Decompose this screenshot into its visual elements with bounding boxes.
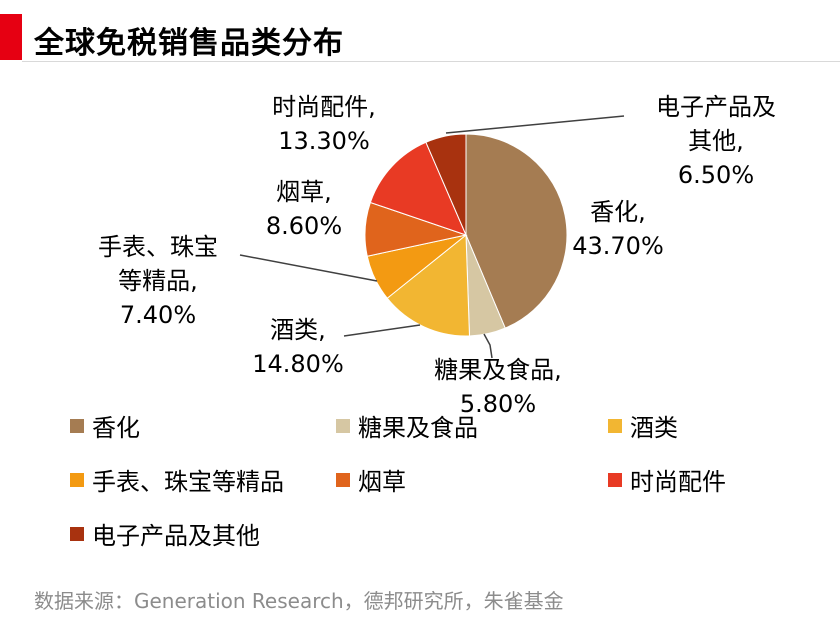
legend-label: 电子产品及其他 [92, 522, 260, 550]
pie-slice-6 [369, 141, 467, 236]
leader-line-2 [483, 333, 493, 359]
legend-item-watches-jewelry: 手表、珠宝等精品 [70, 462, 284, 497]
pie-slice-3 [386, 233, 471, 337]
pie-slice-7 [425, 133, 467, 236]
legend-item-tobacco: 烟草 [336, 462, 406, 497]
legend-label: 酒类 [630, 414, 678, 442]
legend-label: 香化 [92, 414, 140, 442]
legend-item-candy-food: 糖果及食品 [336, 408, 478, 443]
leader-line-4 [239, 254, 378, 282]
data-label-2: 糖果及食品, 5.80% [434, 356, 562, 418]
leader-line-7 [445, 115, 625, 134]
legend-label: 糖果及食品 [358, 414, 478, 442]
legend-swatch [70, 472, 84, 487]
title-accent-bar [0, 14, 22, 60]
legend-item-fashion-accessories: 时尚配件 [608, 462, 726, 497]
legend-label: 时尚配件 [630, 468, 726, 496]
chart-legend: 香化 糖果及食品 酒类 手表、珠宝等精品 烟草 时尚配件 电子产品及其他 [70, 408, 830, 558]
legend-label: 烟草 [358, 468, 406, 496]
data-label-5: 烟草, 8.60% [266, 178, 342, 240]
title-divider [22, 61, 840, 62]
legend-swatch [336, 472, 350, 487]
legend-item-liquor: 酒类 [608, 408, 678, 443]
data-label-4: 手表、珠宝等精品, 7.40% [98, 233, 218, 329]
pie-slice-1 [465, 133, 568, 329]
data-label-6: 时尚配件, 13.30% [272, 93, 376, 155]
legend-swatch [70, 418, 84, 433]
legend-swatch [608, 472, 622, 487]
pie-chart: 香化, 43.70% 糖果及食品, 5.80% 酒类, 14.80% 手表、珠宝等精品, 7.… [98, 93, 776, 418]
title-bar: 全球免税销售品类分布 [0, 8, 840, 62]
legend-swatch [70, 526, 84, 541]
data-label-3: 酒类, 14.80% [252, 316, 344, 378]
source-note: 数据来源：Generation Research，德邦研究所，朱雀基金 [34, 589, 564, 613]
legend-item-xianghua: 香化 [70, 408, 140, 443]
data-label-7: 电子产品及其他, 6.50% [656, 93, 776, 189]
legend-item-electronics-other: 电子产品及其他 [70, 516, 260, 551]
legend-label: 手表、珠宝等精品 [92, 468, 284, 496]
data-label-1: 香化, 43.70% [572, 198, 664, 260]
page-title: 全球免税销售品类分布 [34, 26, 344, 61]
legend-swatch [608, 418, 622, 433]
legend-swatch [336, 418, 350, 433]
leader-line-3 [343, 324, 421, 337]
